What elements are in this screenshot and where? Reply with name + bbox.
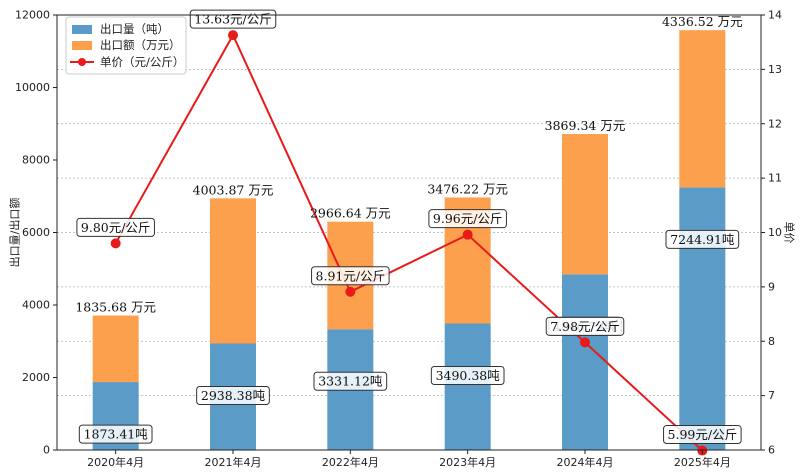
label-price-3-box [428, 209, 507, 229]
y2-tick-label-0: 6 [768, 444, 775, 457]
bar-value-1 [210, 198, 256, 344]
y-tick-label-4: 8000 [22, 154, 50, 167]
price-point-4 [580, 337, 590, 348]
label-volume-0: 1873.41吨 [84, 427, 149, 442]
label-price-2: 8.91元/公斤 [316, 268, 386, 283]
label-volume-5: 7244.91吨 [670, 232, 735, 247]
x-tick-label-4: 2024年4月 [557, 455, 614, 469]
bar-volume-4 [562, 274, 608, 450]
label-value-5: 4336.52 万元 [662, 14, 743, 29]
price-point-1 [228, 30, 238, 41]
label-price-5-box [663, 425, 742, 445]
y2-axis-title: 单价 [783, 222, 796, 244]
y-tick-label-6: 12000 [15, 9, 50, 22]
price-point-0 [110, 238, 121, 249]
legend-label-volume: 出口量（吨） [100, 22, 169, 36]
label-volume-2-box [313, 371, 388, 391]
axes: 0 2000 4000 6000 8000 10000 12000 6 7 8 9 10 11 12 13 1… [8, 9, 796, 470]
data-labels: 1873.41吨 1835.68 万元 9.80元/公斤 2938.38吨 4003.8… [75, 9, 743, 445]
label-price-1: 13.63元/公斤 [194, 12, 272, 27]
y-tick-label-1: 2000 [22, 371, 50, 384]
label-price-5: 5.99元/公斤 [668, 427, 738, 442]
bar-volume-5 [679, 187, 726, 450]
grid [57, 68, 761, 397]
legend-frame [65, 16, 187, 75]
x-tick-label-1: 2021年4月 [205, 455, 262, 469]
label-price-3: 9.96元/公斤 [433, 211, 503, 226]
y-tick-label-5: 10000 [15, 81, 50, 94]
bar-value-4 [562, 134, 608, 275]
bar-volume-3 [444, 323, 491, 450]
y-axis-title: 出口量/出口额 [8, 198, 22, 268]
y2-tick-label-3: 9 [768, 280, 775, 293]
label-price-4-box [545, 316, 625, 336]
legend-swatch-value [72, 41, 92, 50]
legend-swatch-volume [72, 25, 92, 34]
label-value-3: 3476.22 万元 [427, 181, 508, 196]
legend-label-value: 出口额（万元） [100, 38, 181, 52]
label-value-2: 2966.64 万元 [310, 206, 391, 221]
label-price-4: 7.98元/公斤 [550, 319, 620, 334]
y2-tick-label-7: 13 [768, 63, 782, 76]
y-tick-label-2: 4000 [22, 299, 50, 312]
label-volume-3-box [430, 365, 505, 385]
x-tick-label-3: 2023年4月 [439, 455, 496, 469]
label-price-0-box [76, 217, 155, 237]
y-tick-label-3: 6000 [22, 226, 50, 239]
label-volume-5-box [665, 229, 740, 249]
x-tick-label-2: 2022年4月 [322, 455, 379, 469]
bars [92, 30, 726, 450]
bar-value-0 [92, 315, 139, 383]
x-tick-label-5: 2025年4月 [674, 455, 731, 469]
label-value-0: 1835.68 万元 [75, 300, 156, 315]
bar-value-5 [679, 30, 726, 188]
y2-tick-label-4: 10 [768, 226, 782, 239]
y2-tick-label-8: 14 [768, 9, 782, 22]
label-volume-2: 3331.12吨 [318, 374, 383, 389]
y2-tick-label-6: 12 [768, 117, 782, 130]
label-volume-0-box [78, 424, 153, 444]
price-point-2 [345, 286, 356, 297]
price-point-3 [462, 229, 473, 240]
y2-tick-label-5: 11 [768, 172, 782, 185]
label-price-0: 9.80元/公斤 [81, 220, 151, 235]
legend-swatch-price-marker [78, 58, 86, 66]
y2-tick-label-1: 7 [768, 389, 775, 402]
label-volume-1: 2938.38吨 [201, 388, 266, 403]
x-tick-label-0: 2020年4月 [87, 455, 144, 469]
label-value-4: 3869.34 万元 [545, 118, 626, 133]
label-price-2-box [311, 266, 390, 286]
legend: 出口量（吨） 出口额（万元） 单价（元/公斤） [65, 16, 187, 75]
label-value-1: 4003.87 万元 [193, 182, 274, 197]
legend-label-price: 单价（元/公斤） [100, 55, 184, 69]
price-line-group [110, 30, 708, 456]
label-volume-1-box [196, 385, 270, 405]
label-volume-3: 3490.38吨 [436, 368, 501, 383]
price-line [114, 32, 704, 452]
y-tick-label-0: 0 [43, 444, 50, 457]
y2-tick-label-2: 8 [768, 335, 775, 348]
